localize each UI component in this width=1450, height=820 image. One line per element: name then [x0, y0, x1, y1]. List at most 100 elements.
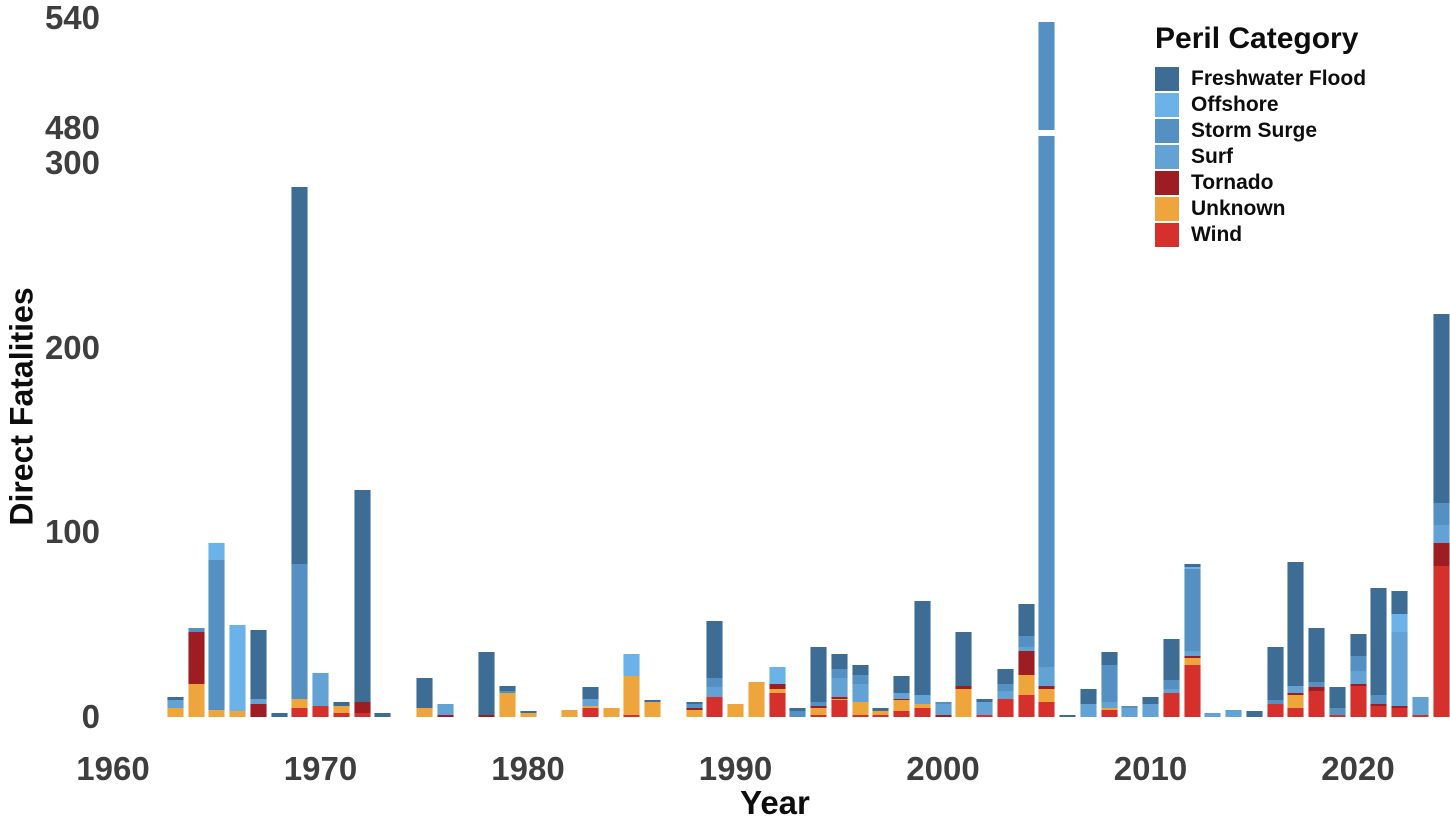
bar-segment: [1017, 674, 1035, 695]
bar-segment: [1121, 707, 1139, 717]
bar-segment: [581, 707, 599, 717]
bar-segment: [706, 696, 724, 717]
bar-segment: [478, 652, 495, 716]
bar-segment: [1287, 561, 1305, 686]
y-tick-label: 100: [44, 513, 100, 551]
bar-segment: [810, 702, 827, 706]
bar-segment: [1391, 613, 1408, 633]
bar-segment: [1391, 632, 1408, 706]
x-tick-label: 2000: [906, 750, 980, 787]
bar-segment: [872, 715, 890, 717]
bar-segment: [602, 707, 620, 717]
bar-segment: [913, 694, 931, 705]
bar-segment: [1349, 685, 1367, 717]
x-tick-label: 1970: [283, 750, 358, 787]
bar-segment: [332, 702, 350, 706]
bar-segment: [1162, 639, 1180, 681]
bar-segment: [851, 683, 869, 703]
bar-segment: [1183, 569, 1201, 651]
bar-segment: [1183, 656, 1201, 658]
bar-segment: [1038, 667, 1056, 686]
axis-break-marker: [1036, 130, 1057, 136]
bar-segment: [1411, 715, 1429, 717]
bar-segment: [1162, 689, 1180, 693]
bar-segment: [830, 654, 848, 669]
bar-segment: [934, 702, 952, 705]
bar-segment: [166, 707, 184, 717]
x-tick-label: 2020: [1321, 750, 1395, 787]
bar-segment: [644, 700, 661, 703]
bar-segment: [291, 186, 309, 564]
bar-segment: [436, 704, 454, 716]
bar-segment: [768, 692, 786, 717]
bar-segment: [208, 543, 226, 561]
legend-label: Tornado: [1191, 171, 1274, 194]
bar-segment: [685, 702, 703, 705]
bar-segment: [830, 696, 848, 699]
bar-segment: [498, 691, 516, 693]
bar-segment: [1391, 705, 1408, 708]
bar-segment: [353, 713, 371, 717]
bar-segment: [893, 700, 910, 712]
bar-segment: [934, 704, 952, 716]
bar-segment: [1370, 587, 1388, 695]
bar-segment: [913, 707, 931, 717]
bar-segment: [789, 711, 807, 717]
legend: Peril Category Freshwater Flood Offshore S…: [1155, 22, 1450, 248]
bar-segment: [1266, 646, 1284, 701]
bar-segment: [955, 685, 973, 690]
bar-segment: [810, 646, 827, 703]
x-tick-label: 1960: [76, 750, 150, 787]
legend-label: Wind: [1191, 223, 1243, 246]
bar-segment: [1017, 635, 1035, 647]
bar-segment: [1432, 314, 1450, 503]
bar-segment: [830, 698, 848, 701]
legend-label: Offshore: [1191, 93, 1279, 116]
bar-segment: [685, 707, 703, 710]
bar-segment: [229, 624, 246, 712]
bar-segment: [893, 692, 910, 699]
bar-segment: [1391, 591, 1408, 614]
bar-segment: [893, 711, 910, 717]
bar-segment: [1017, 604, 1035, 636]
y-tick-label: 300: [44, 143, 100, 181]
y-tick-label: 540: [44, 0, 100, 36]
bar-segment: [1308, 628, 1325, 682]
y-tick-label: 200: [44, 328, 100, 366]
x-axis-title: Year: [740, 784, 810, 820]
bar-segment: [1432, 543, 1450, 566]
bar-segment: [810, 715, 827, 717]
bar-segment: [1328, 687, 1346, 708]
bar-segment: [291, 698, 309, 708]
legend-item: Unknown: [1155, 196, 1450, 222]
bar-segment: [312, 705, 329, 717]
bar-segment: [1121, 705, 1139, 708]
bar-segment: [312, 672, 329, 706]
legend-items: Freshwater Flood Offshore Storm Surge Surf T…: [1155, 66, 1450, 248]
bar-segment: [332, 713, 350, 717]
bar-segment: [1100, 709, 1118, 717]
bar-segment: [208, 560, 226, 710]
bar-segment: [291, 707, 309, 717]
legend-label: Surf: [1191, 145, 1233, 168]
bar-segment: [498, 685, 516, 692]
bar-segment: [955, 689, 973, 717]
bar-segment: [996, 683, 1014, 692]
bar-segment: [519, 713, 537, 717]
bar-segment: [1038, 21, 1056, 668]
bar-segment: [1204, 713, 1222, 717]
legend-swatch: [1155, 145, 1179, 169]
bar-segment: [1266, 704, 1284, 717]
legend-swatch: [1155, 119, 1179, 143]
bar-segment: [747, 681, 765, 717]
legend-item: Offshore: [1155, 92, 1450, 118]
bar-segment: [561, 709, 578, 717]
bar-segment: [1100, 652, 1118, 666]
bar-segment: [1142, 696, 1159, 705]
bar-segment: [934, 715, 952, 717]
legend-label: Freshwater Flood: [1191, 67, 1367, 90]
bar-segment: [1287, 707, 1305, 717]
bar-segment: [1370, 704, 1388, 706]
